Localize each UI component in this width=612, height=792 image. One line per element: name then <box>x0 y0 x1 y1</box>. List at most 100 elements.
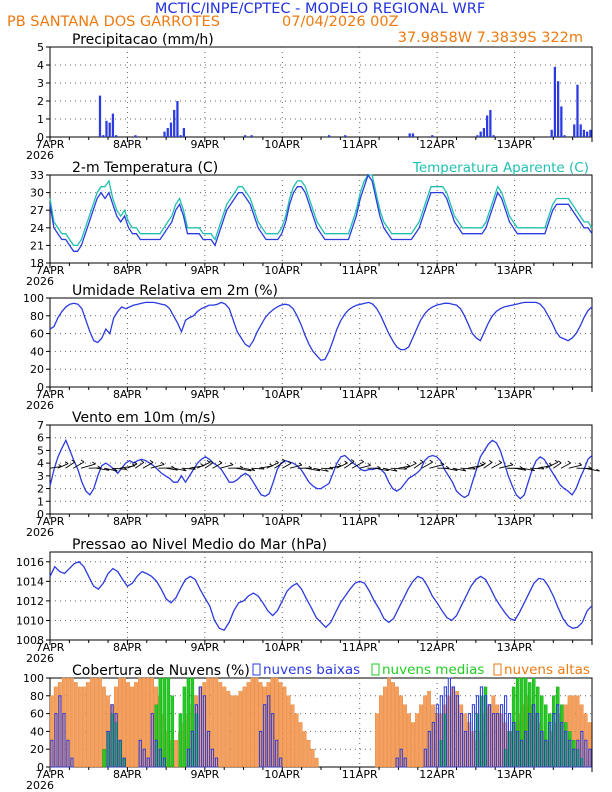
x-year-label: 2026 <box>26 779 54 792</box>
x-tick-label: 11APR <box>342 264 378 277</box>
precip-bar <box>115 135 118 137</box>
cloud-low-bar <box>122 757 126 768</box>
y-tick-label: 0 <box>37 508 44 521</box>
cloud-low-bar <box>447 677 451 768</box>
wind-arrow <box>305 467 320 472</box>
wind-arrow <box>142 462 154 469</box>
wind-arrow-head <box>567 460 571 464</box>
x-tick-label: 9APR <box>190 641 219 654</box>
x-tick-label: 9APR <box>190 264 219 277</box>
precip-bar <box>134 135 137 137</box>
y-tick-label: 1010 <box>16 614 44 627</box>
y-tick-label: 3 <box>37 77 44 90</box>
x-tick-label: 9APR <box>190 768 219 781</box>
x-tick-label: 9APR <box>190 515 219 528</box>
precip-bar <box>111 113 115 137</box>
cloud-low-bar <box>106 730 110 768</box>
y-tick-label: 1008 <box>16 634 44 647</box>
wind-arrow-head <box>281 458 286 462</box>
wind-arrow <box>181 467 196 470</box>
wind-arrow <box>282 462 292 469</box>
x-tick-label: 13APR <box>497 264 533 277</box>
cloud-low-bar <box>423 748 427 768</box>
wind-arrow <box>328 465 342 469</box>
cloud-low-bar <box>548 722 552 768</box>
cloud-low-bar <box>479 686 484 768</box>
legend-swatch <box>493 663 502 676</box>
cloud-high-bar <box>407 713 411 768</box>
legend-swatch <box>252 663 261 676</box>
wind-arrow-head <box>298 462 303 466</box>
cloud-low-bar <box>536 713 540 768</box>
wind-arrow-head <box>160 462 165 465</box>
cloud-low-bar <box>395 757 399 768</box>
y-tick-label: 5 <box>37 41 44 54</box>
wind-arrow <box>104 467 118 472</box>
panel-5: 0 20 40 60 80 100 7APR 8APR 9APR 10APR 11APR 12APR 1… <box>23 662 593 792</box>
cloud-high-bar <box>77 686 82 768</box>
coordinates-label: 37.9858W 7.3839S 322m <box>398 30 583 46</box>
precip-bar <box>556 81 560 137</box>
precip-bar <box>98 95 102 137</box>
wind-arrow <box>166 467 178 471</box>
wind-arrow <box>289 464 303 469</box>
wind-arrow <box>134 462 145 469</box>
wind-arrow <box>235 467 252 472</box>
precip-bar <box>476 135 479 137</box>
wind-arrow <box>584 467 600 472</box>
x-tick-label: 9APR <box>190 138 219 151</box>
precip-bar <box>169 122 173 137</box>
precip-bar <box>102 135 105 137</box>
cloud-low-bar <box>186 748 191 768</box>
cloud-high-bar <box>73 682 78 768</box>
legend-nuvens-altas: nuvens altas <box>504 662 590 678</box>
wind-arrow-head <box>308 465 313 469</box>
y-tick-label: 80 <box>30 310 44 323</box>
y-tick-label: 20 <box>30 363 44 376</box>
wind-arrow <box>127 463 138 469</box>
cloud-low-bar <box>499 704 504 768</box>
cloud-low-bar <box>279 757 283 768</box>
precip-bar <box>176 101 179 137</box>
cloud-high-bar <box>214 677 219 768</box>
cloud-low-bar <box>507 713 512 768</box>
wind-arrow-head <box>218 460 223 464</box>
cloud-low-bar <box>520 739 524 768</box>
wind-arrow-head <box>64 461 69 464</box>
cloud-high-bar <box>226 691 231 768</box>
x-tick-label: 12APR <box>419 264 455 277</box>
wind-arrow-head <box>519 466 524 469</box>
wind-arrow <box>57 463 69 469</box>
cloud-low-bar <box>524 730 528 768</box>
wind-arrow <box>220 464 234 469</box>
y-tick-label: 0 <box>37 131 44 144</box>
x-tick-label: 12APR <box>419 515 455 528</box>
cloud-high-bar <box>250 677 255 768</box>
wind-arrow-head <box>140 460 145 463</box>
precip-bar <box>163 131 166 137</box>
y-tick-label: 60 <box>30 328 44 341</box>
precip-bar <box>573 124 576 137</box>
cloud-low-bar <box>142 748 146 768</box>
panel-title: Umidade Relativa em 2m (%) <box>72 283 278 299</box>
cloud-low-bar <box>210 748 215 768</box>
cloud-low-bar <box>439 695 443 768</box>
precip-bar <box>582 129 586 137</box>
y-tick-label: 80 <box>30 690 44 703</box>
y-tick-label: 2 <box>37 95 44 108</box>
pressure-line <box>49 561 593 632</box>
panel-title: Precipitacao (mm/h) <box>72 32 214 48</box>
precip-bar <box>250 135 253 137</box>
cloud-low-bar <box>198 686 203 768</box>
precip-bar <box>479 131 482 137</box>
precip-bar <box>166 128 169 137</box>
wind-arrow-head <box>71 459 76 463</box>
cloud-high-bar <box>314 757 319 768</box>
cloud-high-bar <box>282 686 287 768</box>
cloud-low-bar <box>580 730 584 768</box>
cloud-low-bar <box>475 695 480 768</box>
wind-arrow <box>514 467 527 471</box>
cloud-high-bar <box>383 686 387 768</box>
x-tick-label: 8APR <box>113 515 142 528</box>
wind-arrow <box>111 467 127 470</box>
